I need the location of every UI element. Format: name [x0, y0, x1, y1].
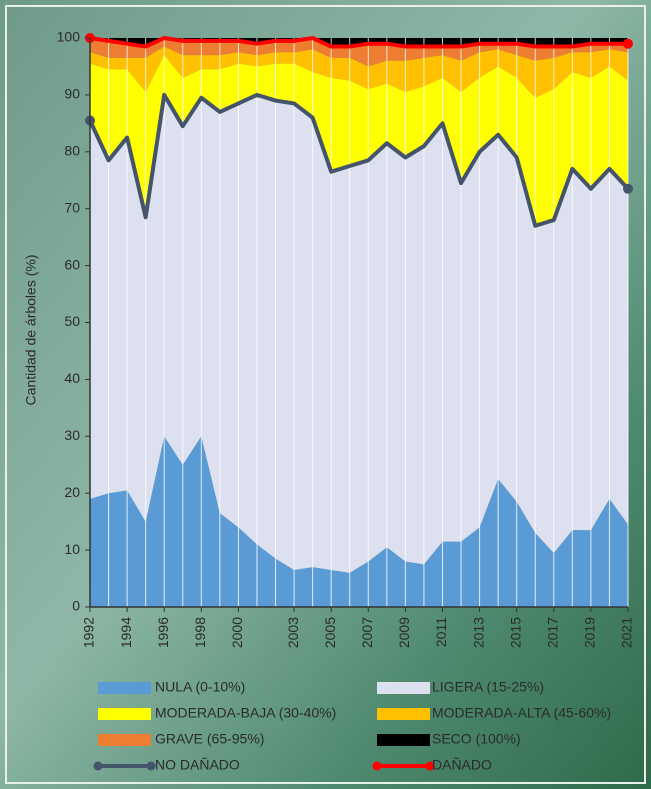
legend-label: MODERADA-ALTA (45-60%)	[432, 705, 611, 721]
area	[90, 55, 628, 226]
x-tick-label: 1994	[118, 617, 134, 648]
y-tick-label: 30	[64, 427, 80, 443]
legend-label: GRAVE (65-95%)	[155, 731, 264, 747]
area	[90, 46, 628, 98]
x-tick-label: 2007	[359, 617, 375, 648]
area	[90, 436, 628, 607]
legend-swatch	[377, 734, 430, 746]
x-tick-label: 1998	[192, 617, 208, 648]
x-tick-label: 2017	[544, 617, 560, 648]
legend-label: SECO (100%)	[432, 731, 521, 747]
legend-marker	[372, 761, 382, 771]
area	[90, 94, 628, 573]
frame	[5, 5, 646, 784]
legend-label: DAÑADO	[432, 757, 492, 773]
x-tick-label: 2019	[582, 617, 598, 648]
legend-label: NO DAÑADO	[155, 757, 240, 773]
x-tick-label: 1992	[81, 617, 97, 648]
x-tick-label: 2005	[322, 617, 338, 648]
legend-label: LIGERA (15-25%)	[432, 679, 544, 695]
legend-label: NULA (0-10%)	[155, 679, 245, 695]
line	[89, 36, 628, 49]
y-tick-label: 40	[64, 370, 80, 386]
y-axis-label: Cantidad de árboles (%)	[23, 255, 39, 406]
x-tick-label: 2015	[507, 617, 523, 648]
x-tick-label: 2009	[396, 617, 412, 648]
line-end-marker	[623, 183, 633, 194]
y-tick-label: 60	[64, 256, 80, 272]
x-tick-label: 2021	[619, 617, 635, 648]
legend-swatch	[98, 734, 151, 746]
legend-marker	[425, 761, 435, 771]
y-tick-label: 20	[64, 484, 80, 500]
legend-marker	[93, 761, 103, 771]
y-tick-label: 100	[57, 29, 81, 45]
x-tick-label: 2011	[433, 617, 449, 647]
line	[88, 92, 630, 228]
y-tick-label: 0	[72, 598, 80, 614]
legend-swatch	[377, 682, 430, 694]
line-end-marker	[623, 38, 633, 49]
legend-swatch	[98, 708, 151, 720]
y-tick-label: 50	[64, 313, 80, 329]
x-tick-label: 2013	[470, 617, 486, 648]
legend-swatch	[98, 682, 151, 694]
y-tick-label: 70	[64, 199, 80, 215]
y-tick-label: 80	[64, 143, 80, 159]
y-tick-label: 10	[64, 541, 80, 557]
x-tick-label: 2000	[229, 617, 245, 648]
legend-label: MODERADA-BAJA (30-40%)	[155, 705, 336, 721]
x-tick-label: 2003	[285, 617, 301, 648]
legend-swatch	[377, 708, 430, 720]
y-tick-label: 90	[64, 86, 80, 102]
legend-marker	[146, 761, 156, 771]
x-tick-label: 1996	[155, 617, 171, 648]
